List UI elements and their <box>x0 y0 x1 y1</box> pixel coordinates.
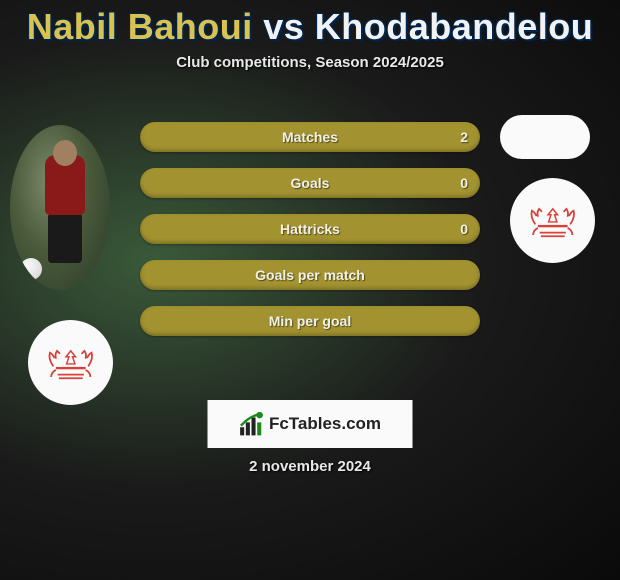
stat-label: Goals per match <box>255 267 365 283</box>
subtitle: Club competitions, Season 2024/2025 <box>0 54 620 71</box>
club-crest-icon <box>41 333 101 393</box>
stats-bars: Matches 2 Goals 0 Hattricks 0 Goals per match M… <box>140 122 480 352</box>
player-legs-shape <box>48 213 82 263</box>
player2-club-logo <box>510 178 595 263</box>
title-vs: vs <box>263 6 315 47</box>
stat-label: Goals <box>291 175 330 191</box>
stat-value-right: 0 <box>460 221 468 237</box>
player2-avatar <box>500 115 590 159</box>
stat-label: Hattricks <box>280 221 340 237</box>
page-title: Nabil Bahoui vs Khodabandelou <box>0 0 620 48</box>
player1-club-logo <box>28 320 113 405</box>
club-crest-icon <box>523 191 583 251</box>
player1-avatar <box>10 125 110 290</box>
title-player1: Nabil Bahoui <box>27 6 253 47</box>
stat-label: Min per goal <box>269 313 351 329</box>
stat-bar: Matches 2 <box>140 122 480 152</box>
stat-value-right: 2 <box>460 129 468 145</box>
fctables-badge: FcTables.com <box>208 400 413 448</box>
stat-label: Matches <box>282 129 338 145</box>
ball-shape <box>20 258 42 280</box>
stat-value-right: 0 <box>460 175 468 191</box>
fctables-label: FcTables.com <box>269 414 381 434</box>
player-head-shape <box>53 140 77 166</box>
title-player2: Khodabandelou <box>315 6 594 47</box>
stat-bar: Hattricks 0 <box>140 214 480 244</box>
fctables-icon <box>239 411 265 437</box>
date-label: 2 november 2024 <box>0 458 620 475</box>
stat-bar: Min per goal <box>140 306 480 336</box>
stat-bar: Goals per match <box>140 260 480 290</box>
content: Nabil Bahoui vs Khodabandelou Club compe… <box>0 0 620 580</box>
stat-bar: Goals 0 <box>140 168 480 198</box>
